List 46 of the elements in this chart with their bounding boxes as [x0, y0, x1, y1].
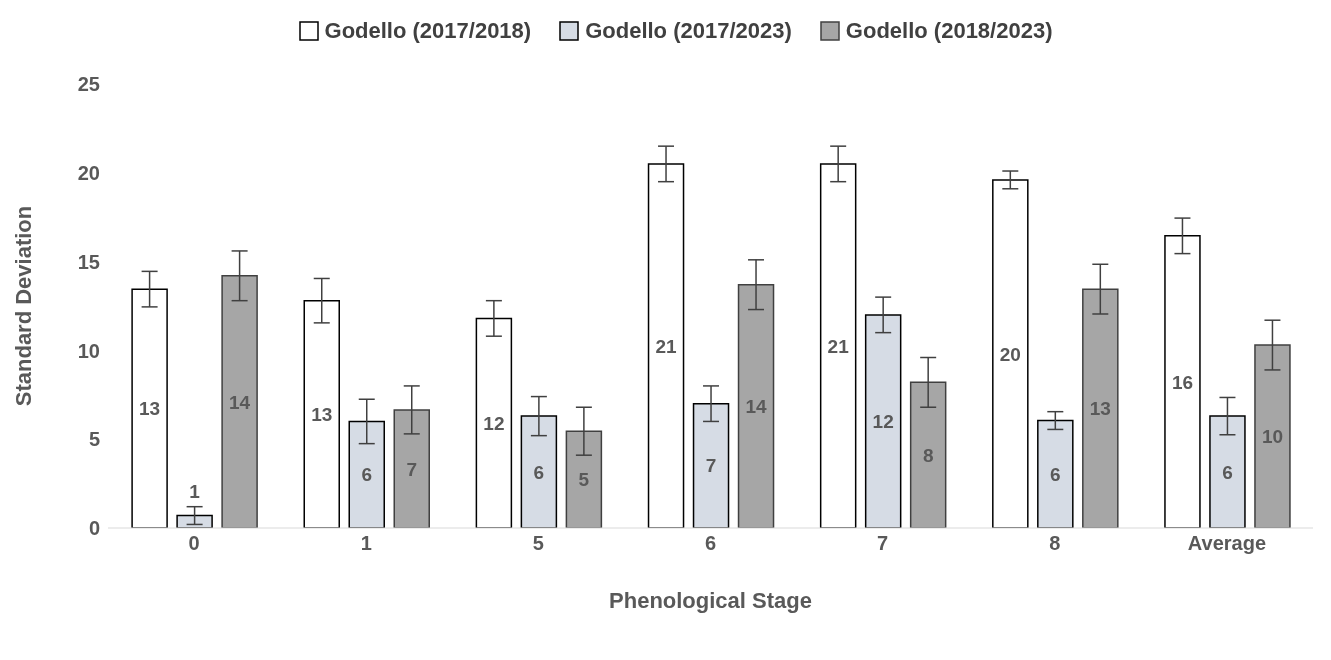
data-label: 13 — [139, 398, 161, 420]
x-tick-label: 8 — [1049, 532, 1061, 555]
data-label: 5 — [578, 469, 590, 491]
data-label: 13 — [311, 403, 333, 425]
bar — [303, 299, 340, 528]
x-tick-label: 7 — [877, 532, 889, 555]
data-label: 7 — [406, 458, 418, 480]
legend-label: Godello (2017/2018) — [323, 18, 532, 44]
x-tick-label: 1 — [360, 532, 372, 555]
y-tick-label: 15 — [77, 250, 100, 273]
y-axis-title: Standard Deviation — [10, 205, 36, 407]
data-label: 16 — [1171, 371, 1194, 393]
data-label: 6 — [533, 461, 545, 483]
data-label: 21 — [655, 335, 678, 357]
x-tick-label: Average — [1187, 532, 1267, 555]
data-label: 6 — [1050, 463, 1061, 485]
data-label: 8 — [922, 444, 934, 466]
data-label: 21 — [827, 335, 850, 357]
bar — [647, 163, 685, 528]
y-tick-label: 25 — [77, 73, 100, 96]
x-tick-label: 6 — [704, 532, 717, 555]
data-label: 6 — [1222, 461, 1233, 483]
data-label: 1 — [189, 481, 201, 503]
data-label: 12 — [483, 412, 505, 434]
x-axis-title: Phenological Stage — [609, 588, 812, 613]
data-label: 14 — [745, 395, 768, 417]
y-tick-label: 10 — [77, 339, 100, 362]
bar — [475, 317, 513, 528]
x-tick-label: 5 — [532, 532, 544, 555]
x-tick-label: 0 — [188, 532, 200, 555]
data-label: 10 — [1261, 426, 1284, 448]
data-label: 13 — [1089, 398, 1111, 420]
bar — [992, 179, 1029, 528]
data-label: 20 — [999, 343, 1021, 365]
y-tick-label: 20 — [77, 161, 100, 184]
bar — [131, 288, 168, 528]
bar — [819, 163, 857, 528]
y-tick-label: 0 — [88, 517, 100, 540]
bar — [1164, 235, 1201, 528]
data-label: 7 — [705, 455, 717, 477]
data-label: 6 — [361, 464, 373, 486]
legend-label: Godello (2017/2023) — [584, 18, 792, 44]
y-tick-label: 5 — [88, 428, 100, 451]
data-label: 14 — [229, 391, 251, 413]
legend-label: Godello (2018/2023) — [844, 18, 1053, 44]
data-label: 12 — [872, 411, 894, 433]
